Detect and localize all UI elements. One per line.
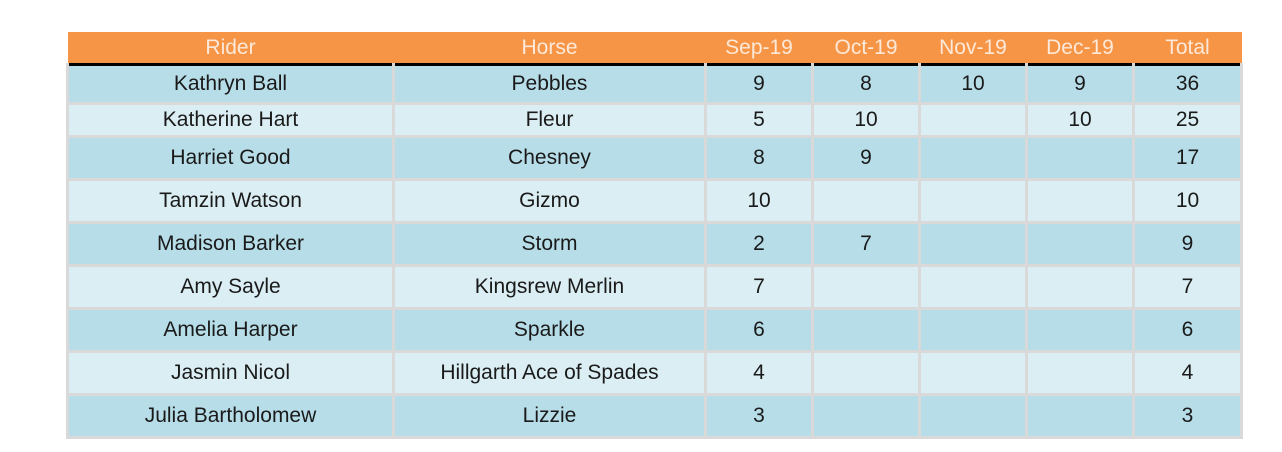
dec-19-cell — [1025, 135, 1135, 181]
nov-19-cell — [918, 135, 1028, 181]
sep-19-cell: 8 — [704, 135, 814, 181]
nov-19-cell — [918, 102, 1028, 138]
nov-19-cell — [918, 393, 1028, 439]
nov-19-cell — [918, 178, 1028, 224]
header-sep-19: Sep-19 — [705, 32, 813, 65]
table-row: Amelia Harper Sparkle 6 6 — [66, 307, 1243, 353]
rider-cell: Julia Bartholomew — [66, 393, 395, 439]
header-rider: Rider — [67, 32, 394, 65]
total-cell: 3 — [1132, 393, 1243, 439]
horse-cell: Chesney — [392, 135, 707, 181]
header-row: Rider Horse Sep-19 Oct-19 Nov-19 Dec-19 … — [67, 32, 1242, 65]
oct-19-cell — [811, 264, 921, 310]
table-row: Jasmin Nicol Hillgarth Ace of Spades 4 4 — [66, 350, 1243, 396]
rider-cell: Jasmin Nicol — [66, 350, 395, 396]
dec-19-cell — [1025, 307, 1135, 353]
horse-cell: Fleur — [392, 102, 707, 138]
nov-19-cell — [918, 307, 1028, 353]
results-table: Rider Horse Sep-19 Oct-19 Nov-19 Dec-19 … — [66, 32, 1243, 439]
header-nov-19: Nov-19 — [919, 32, 1027, 65]
total-cell: 9 — [1132, 221, 1243, 267]
header-horse: Horse — [393, 32, 706, 65]
nov-19-cell — [918, 350, 1028, 396]
nov-19-cell: 10 — [918, 64, 1028, 105]
table-row: Tamzin Watson Gizmo 10 10 — [66, 178, 1243, 224]
rider-cell: Harriet Good — [66, 135, 395, 181]
dec-19-cell — [1025, 178, 1135, 224]
dec-19-cell: 10 — [1025, 102, 1135, 138]
rider-cell: Amy Sayle — [66, 264, 395, 310]
table-row: Amy Sayle Kingsrew Merlin 7 7 — [66, 264, 1243, 310]
sep-19-cell: 7 — [704, 264, 814, 310]
nov-19-cell — [918, 264, 1028, 310]
dec-19-cell — [1025, 221, 1135, 267]
sep-19-cell: 3 — [704, 393, 814, 439]
dec-19-cell — [1025, 264, 1135, 310]
oct-19-cell: 8 — [811, 64, 921, 105]
table-row: Kathryn Ball Pebbles 9 8 10 9 36 — [66, 64, 1243, 105]
oct-19-cell — [811, 178, 921, 224]
header-dec-19: Dec-19 — [1026, 32, 1134, 65]
total-cell: 36 — [1132, 64, 1243, 105]
total-cell: 6 — [1132, 307, 1243, 353]
horse-cell: Hillgarth Ace of Spades — [392, 350, 707, 396]
table-body: Kathryn Ball Pebbles 9 8 10 9 36 Katherine Hart… — [66, 64, 1243, 439]
table-row: Harriet Good Chesney 8 9 17 — [66, 135, 1243, 181]
rider-cell: Amelia Harper — [66, 307, 395, 353]
sep-19-cell: 5 — [704, 102, 814, 138]
total-cell: 7 — [1132, 264, 1243, 310]
oct-19-cell — [811, 350, 921, 396]
oct-19-cell — [811, 307, 921, 353]
horse-cell: Storm — [392, 221, 707, 267]
sep-19-cell: 4 — [704, 350, 814, 396]
total-cell: 10 — [1132, 178, 1243, 224]
sep-19-cell: 6 — [704, 307, 814, 353]
rider-cell: Madison Barker — [66, 221, 395, 267]
table-row: Madison Barker Storm 2 7 9 — [66, 221, 1243, 267]
header-oct-19: Oct-19 — [812, 32, 920, 65]
oct-19-cell — [811, 393, 921, 439]
header-total: Total — [1133, 32, 1242, 65]
rider-cell: Tamzin Watson — [66, 178, 395, 224]
sep-19-cell: 9 — [704, 64, 814, 105]
horse-cell: Pebbles — [392, 64, 707, 105]
oct-19-cell: 9 — [811, 135, 921, 181]
dec-19-cell — [1025, 350, 1135, 396]
sep-19-cell: 10 — [704, 178, 814, 224]
dec-19-cell: 9 — [1025, 64, 1135, 105]
total-cell: 17 — [1132, 135, 1243, 181]
horse-cell: Lizzie — [392, 393, 707, 439]
oct-19-cell: 7 — [811, 221, 921, 267]
table-row: Julia Bartholomew Lizzie 3 3 — [66, 393, 1243, 439]
horse-cell: Sparkle — [392, 307, 707, 353]
rider-cell: Kathryn Ball — [66, 64, 395, 105]
rider-cell: Katherine Hart — [66, 102, 395, 138]
oct-19-cell: 10 — [811, 102, 921, 138]
horse-cell: Kingsrew Merlin — [392, 264, 707, 310]
total-cell: 25 — [1132, 102, 1243, 138]
sep-19-cell: 2 — [704, 221, 814, 267]
dec-19-cell — [1025, 393, 1135, 439]
horse-cell: Gizmo — [392, 178, 707, 224]
nov-19-cell — [918, 221, 1028, 267]
total-cell: 4 — [1132, 350, 1243, 396]
table-row: Katherine Hart Fleur 5 10 10 25 — [66, 102, 1243, 138]
